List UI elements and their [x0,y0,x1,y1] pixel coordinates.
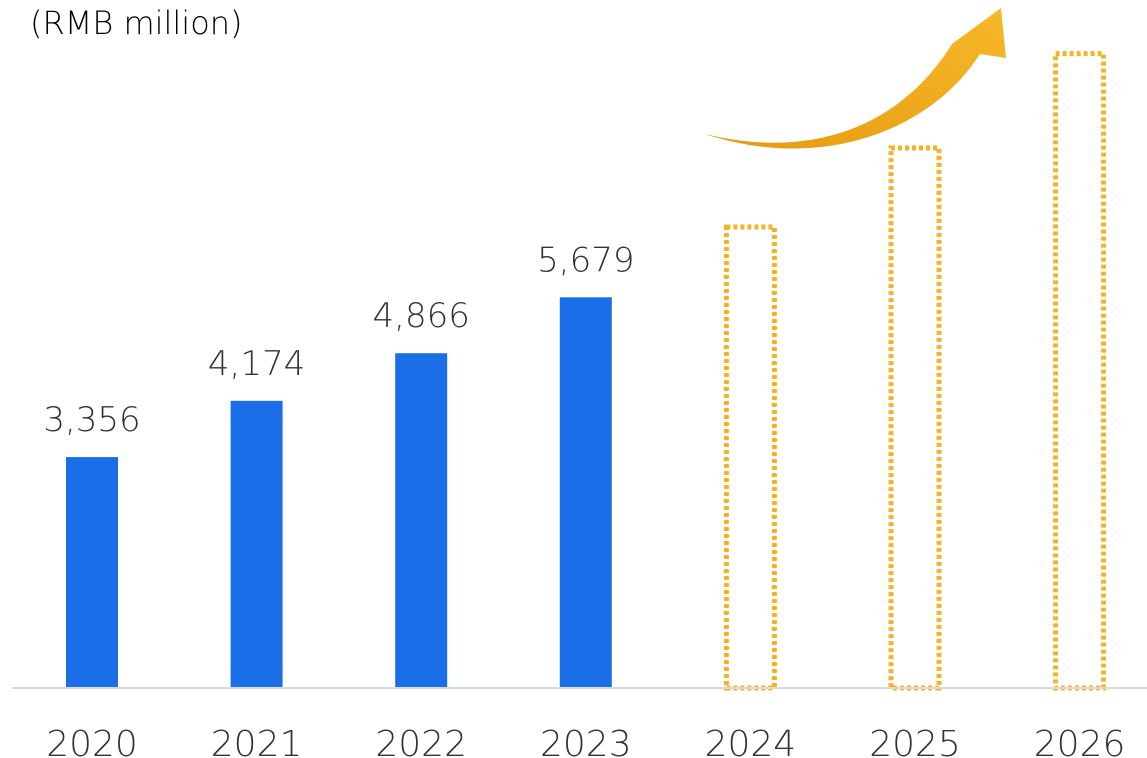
bar-2020 [66,457,118,688]
x-tick-label-2024: 2024 [705,724,797,758]
x-tick-label-2020: 2020 [46,724,138,758]
projected-bar-2026 [1053,51,1107,691]
value-label-2023: 5,679 [537,240,634,280]
bar-2021 [230,400,283,688]
value-labels-group: 3,356 4,174 4,866 5,679 [43,240,634,440]
x-tick-label-2023: 2023 [540,724,632,758]
bar-2023 [559,297,612,688]
x-tick-labels-group: 2020 2021 2022 2023 2024 2025 2026 [46,724,1125,758]
value-label-2022: 4,866 [373,296,470,336]
bar-2022 [395,353,448,688]
value-label-2020: 3,356 [43,400,140,440]
projected-bar-2024 [723,224,777,691]
x-tick-label-2022: 2022 [375,724,467,758]
x-tick-label-2026: 2026 [1034,724,1126,758]
x-tick-label-2025: 2025 [869,724,961,758]
x-tick-label-2021: 2021 [211,724,303,758]
unit-label: (RMB million) [30,4,243,42]
value-label-2021: 4,174 [208,344,305,384]
projected-bar-2025 [888,145,942,691]
bars-group [66,51,1107,691]
trend-arrow-icon [705,8,1006,149]
